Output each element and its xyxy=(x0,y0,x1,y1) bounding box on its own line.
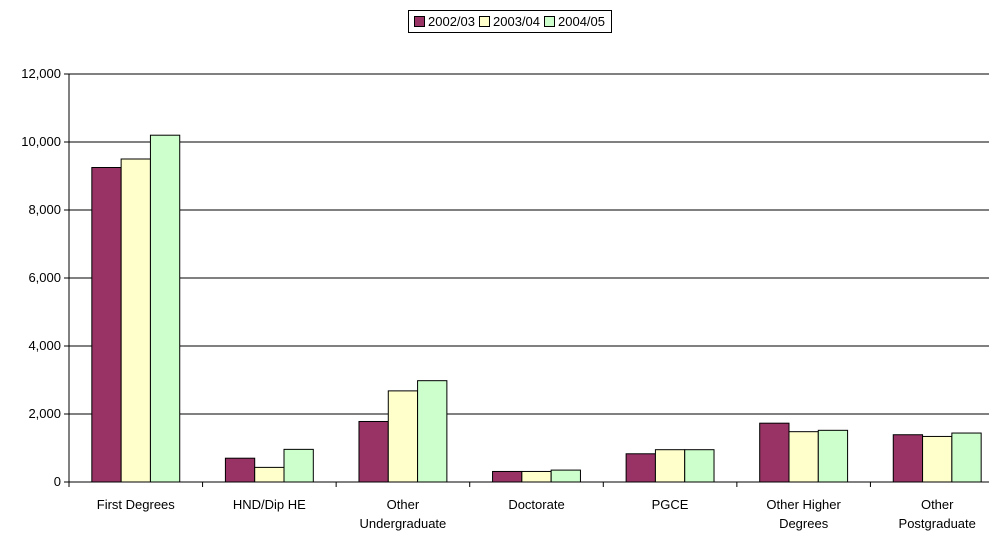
bar xyxy=(120,158,151,483)
legend-item-2002-03: 2002/03 xyxy=(414,14,475,29)
legend-label-2002-03: 2002/03 xyxy=(428,14,475,29)
y-tick-label: 4,000 xyxy=(28,338,61,353)
x-tick-labels: First Degrees HND/Dip HE Other Undergraduat… xyxy=(97,497,976,531)
bar xyxy=(254,466,285,483)
x-tick-label: HND/Dip HE xyxy=(233,497,306,512)
y-tick-labels: 0 2,000 4,000 6,000 8,000 10,000 12,000 xyxy=(21,66,61,489)
legend-item-2003-04: 2003/04 xyxy=(479,14,540,29)
bar xyxy=(417,380,448,483)
bar xyxy=(550,469,581,483)
bar xyxy=(521,470,552,483)
y-tick-label: 0 xyxy=(54,474,61,489)
bar xyxy=(283,448,314,483)
bar xyxy=(625,453,656,483)
bar xyxy=(817,429,849,483)
x-tick-label: PGCE xyxy=(652,497,689,512)
x-tick-label: Other Undergraduate xyxy=(360,497,447,531)
bar xyxy=(492,470,523,483)
bar xyxy=(387,390,419,483)
chart-legend: 2002/03 2003/04 2004/05 xyxy=(408,10,612,33)
legend-item-2004-05: 2004/05 xyxy=(544,14,605,29)
bar xyxy=(684,449,715,483)
x-tick-label: First Degrees xyxy=(97,497,176,512)
bar xyxy=(922,435,953,483)
x-tick-label: Doctorate xyxy=(508,497,564,512)
legend-label-2003-04: 2003/04 xyxy=(493,14,540,29)
bar xyxy=(224,457,256,483)
legend-label-2004-05: 2004/05 xyxy=(558,14,605,29)
y-tick-label: 10,000 xyxy=(21,134,61,149)
y-tick-label: 6,000 xyxy=(28,270,61,285)
legend-swatch-2004-05 xyxy=(544,16,555,27)
bar xyxy=(358,420,389,483)
bar xyxy=(892,434,924,483)
bar xyxy=(951,432,982,483)
x-tick-label: Other Higher Degrees xyxy=(766,497,841,531)
y-tick-label: 12,000 xyxy=(21,66,61,81)
gridlines xyxy=(69,73,989,415)
bar xyxy=(91,167,122,483)
axes xyxy=(64,73,989,487)
y-tick-label: 8,000 xyxy=(28,202,61,217)
bar xyxy=(149,134,181,483)
legend-swatch-2003-04 xyxy=(479,16,490,27)
bars xyxy=(91,134,982,483)
bar xyxy=(654,449,686,483)
x-tick-label: Other Postgraduate xyxy=(899,497,976,531)
legend-swatch-2002-03 xyxy=(414,16,425,27)
bar xyxy=(759,422,790,483)
y-tick-label: 2,000 xyxy=(28,406,61,421)
bar xyxy=(788,431,819,483)
